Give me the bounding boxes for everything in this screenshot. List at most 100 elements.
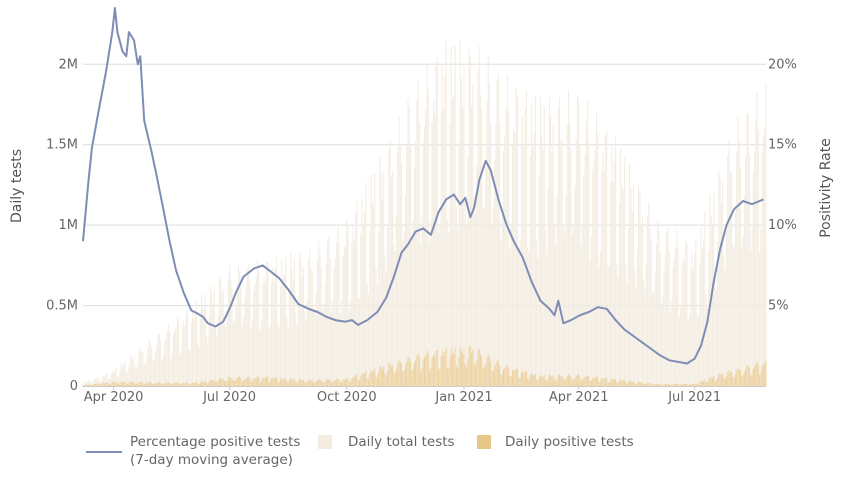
total-tests-bar: [271, 283, 273, 386]
positive-tests-bar: [276, 376, 278, 386]
total-tests-bar: [604, 134, 606, 386]
total-tests-bar: [603, 171, 605, 386]
total-tests-bar: [353, 239, 355, 386]
positive-tests-bar: [364, 373, 366, 386]
total-tests-bar: [508, 111, 510, 387]
total-tests-bar: [599, 251, 601, 386]
total-tests-bar: [371, 201, 373, 386]
positive-tests-bar: [320, 380, 322, 386]
positive-tests-bar: [745, 368, 747, 386]
positive-tests-bar: [648, 382, 650, 386]
total-tests-bar: [643, 279, 645, 386]
total-tests-bar: [179, 354, 181, 386]
positive-tests-bar: [708, 379, 710, 386]
positive-tests-bar: [316, 380, 318, 386]
positive-tests-bar: [100, 384, 102, 386]
positive-tests-bar: [184, 383, 186, 386]
total-tests-bar: [583, 174, 585, 386]
total-tests-bar: [438, 232, 440, 386]
positive-tests-bar: [374, 368, 376, 386]
total-tests-bar: [533, 133, 535, 386]
total-tests-bar: [706, 305, 708, 386]
total-tests-bar: [652, 292, 654, 386]
total-tests-bar: [732, 245, 734, 386]
total-tests-bar: [162, 354, 164, 386]
positive-tests-bar: [101, 383, 103, 386]
total-tests-bar: [282, 277, 284, 386]
positive-tests-bar: [696, 384, 698, 386]
positive-tests-bar: [373, 371, 375, 386]
total-tests-bar: [686, 242, 688, 386]
total-tests-bar: [175, 328, 177, 386]
total-tests-bar: [734, 213, 736, 386]
total-tests-bar: [240, 287, 242, 386]
total-tests-bar: [578, 101, 580, 386]
positive-tests-bar: [221, 379, 223, 386]
positive-tests-bar: [288, 380, 290, 386]
positive-tests-bar: [602, 378, 604, 386]
total-tests-bar: [88, 380, 90, 386]
positive-tests-bar: [635, 383, 637, 386]
total-tests-bar: [529, 156, 531, 386]
positive-tests-bar: [153, 383, 155, 386]
total-tests-bar: [264, 281, 266, 386]
positivity-line-layer: [82, 7, 764, 365]
left-axis-ticks: 0 0.5M 1M 1.5M 2M: [46, 57, 78, 394]
total-tests-bar: [560, 141, 562, 386]
total-tests-bar: [253, 290, 255, 386]
positive-tests-bar: [388, 363, 390, 386]
total-tests-bar: [462, 108, 464, 386]
total-tests-bar: [274, 268, 276, 386]
positive-tests-bar: [658, 383, 660, 386]
total-tests-bar: [346, 219, 348, 386]
positive-tests-bar: [378, 372, 380, 386]
total-tests-bar: [585, 121, 587, 387]
positive-tests-bar: [471, 352, 473, 386]
total-tests-bar: [474, 213, 476, 386]
total-tests-bar: [426, 64, 428, 386]
total-tests-bar: [290, 252, 292, 386]
positive-tests-bar: [599, 381, 601, 386]
positive-tests-bar: [104, 383, 106, 386]
positive-tests-bar: [726, 376, 727, 386]
total-tests-bar: [373, 207, 375, 386]
total-tests-bar: [483, 207, 485, 386]
positive-tests-bar: [464, 363, 466, 386]
total-tests-bar: [283, 274, 285, 386]
positive-tests-bar: [624, 379, 626, 386]
total-tests-bar: [295, 313, 297, 386]
total-tests-bar: [680, 307, 682, 386]
positive-tests-bar: [234, 380, 236, 386]
total-tests-bar: [413, 168, 415, 386]
total-tests-bar: [176, 317, 178, 386]
total-tests-bar: [612, 181, 614, 386]
total-tests-bar: [631, 211, 633, 386]
positive-tests-bar: [356, 374, 358, 386]
positive-tests-bar: [594, 377, 596, 386]
total-tests-bar: [172, 334, 174, 386]
total-tests-bar: [700, 226, 702, 386]
positive-tests-bar: [407, 356, 409, 386]
total-tests-bar: [667, 227, 669, 386]
total-tests-bar: [634, 269, 636, 386]
total-tests-bar: [365, 182, 367, 386]
positive-tests-bar: [575, 376, 577, 386]
total-tests-bar: [457, 232, 459, 386]
total-tests-bar: [675, 247, 677, 386]
total-tests-bar: [480, 94, 482, 387]
total-tests-bar: [584, 154, 586, 386]
positive-tests-bar: [514, 370, 516, 386]
positive-tests-bar: [622, 380, 624, 386]
total-tests-bar: [510, 226, 512, 386]
total-tests-bar: [166, 330, 168, 386]
total-tests-bar: [296, 324, 298, 386]
positive-tests-bar: [351, 378, 353, 386]
positive-tests-bar: [432, 354, 434, 386]
positive-tests-bar: [404, 366, 406, 386]
total-tests-bar: [759, 253, 761, 386]
positive-tests-bar: [299, 378, 301, 386]
total-tests-bar: [239, 270, 241, 386]
total-tests-bar: [206, 335, 208, 386]
total-tests-bar: [170, 357, 172, 386]
total-tests-bar: [737, 116, 739, 386]
